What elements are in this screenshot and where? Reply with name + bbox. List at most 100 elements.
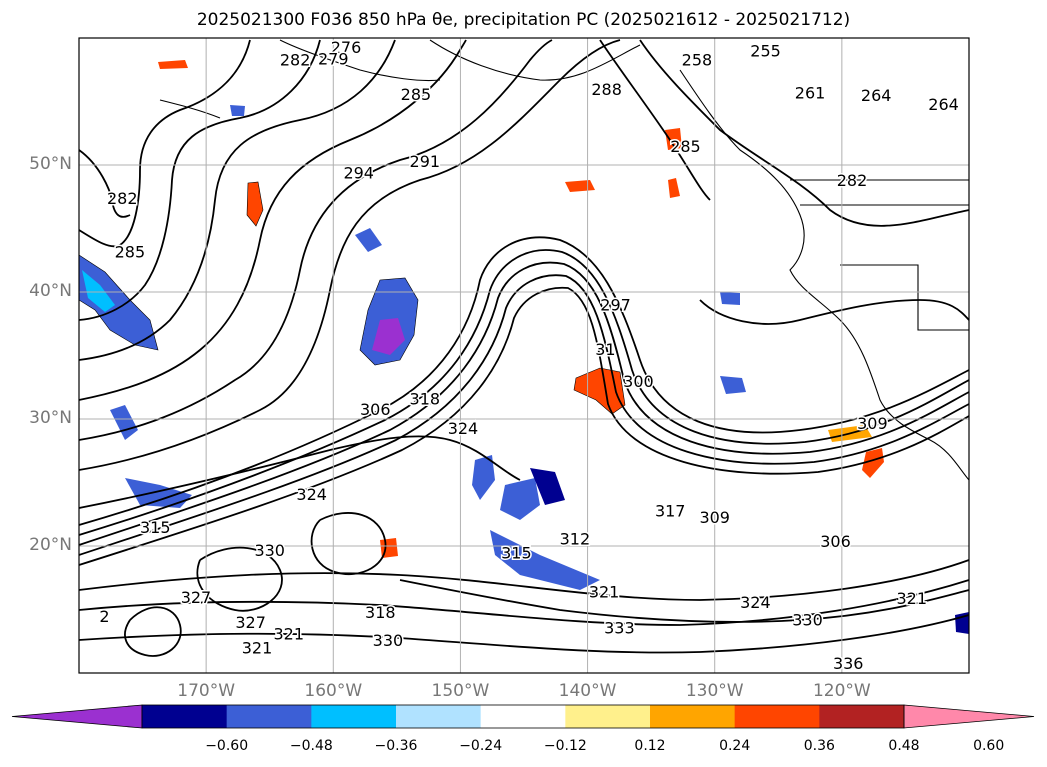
precip-shading [78,60,969,634]
precip-west-core [82,270,115,312]
colorbar-bin [396,705,482,728]
contour-label: 309 [699,508,730,527]
contour-label: 261 [795,84,826,103]
contour-label: 300 [623,372,654,391]
colorbar-extend-high [903,704,1035,729]
contour-label: 312 [560,529,591,548]
colorbar-tick-label: 0.48 [888,738,920,754]
precip-neg-7 [472,455,495,500]
precip-central-core [372,318,405,355]
contour-label: 333 [604,618,635,637]
contour-label: 321 [897,589,928,608]
contour-label: 336 [833,654,864,673]
colorbar-bin [311,705,397,728]
latitude-label: 50°N [29,154,72,174]
theta-e-contours [78,39,970,657]
colorbar-tick-label: 0.24 [719,738,751,754]
colorbar-bin [480,705,566,728]
contour-label: 255 [750,42,781,61]
contour-label: 285 [115,242,146,261]
contour-label: 315 [140,518,171,537]
colorbar-tick-label: −0.48 [289,738,333,754]
precip-neg-4 [500,478,540,520]
contour-label: 321 [589,583,620,602]
precip-neg-5 [530,468,565,505]
figure-title: 2025021300 F036 850 hPa θe, precipitatio… [196,10,851,30]
coastline [159,39,970,481]
longitude-label: 150°W [431,681,490,701]
colorbar-frame [141,704,905,729]
contour-label: 297 [600,296,631,315]
colorbar-bin [650,705,736,728]
contour-label: 279 [318,49,349,68]
colorbar-tick-label: 0.36 [803,738,835,754]
precip-neg-8 [720,376,746,394]
precip-pos-2 [246,181,264,227]
colorbar-bin [226,705,312,728]
contour-label: 276 [331,38,362,57]
colorbar-tick-label: −0.60 [205,738,249,754]
longitude-label: 120°W [812,681,871,701]
contour-label: 318 [365,603,396,622]
contour-label: 285 [401,85,432,104]
contour-label: 315 [501,543,532,562]
contour-label: 2 [99,607,109,626]
contour-label: 317 [655,501,686,520]
contour-label: 318 [410,390,441,409]
precip-neg-6 [490,530,600,590]
contour-label: 291 [410,152,441,171]
contour-label: 327 [181,588,212,607]
precip-west-blob [78,254,159,351]
contour-label: 282 [107,189,138,208]
colorbar-bin [565,705,651,728]
precip-pos-5 [668,178,680,198]
precip-neg-9 [230,105,245,116]
precip-neg-3 [110,405,138,440]
latitude-label: 20°N [29,535,72,555]
contour-label: 264 [861,86,892,105]
contour-label: 294 [343,164,374,183]
colorbar-extend-low [11,704,143,729]
colorbar-tick-label: −0.24 [459,738,503,754]
latitude-label: 40°N [29,281,72,301]
colorbar-bin [142,705,228,728]
precip-neg-1 [355,228,382,252]
colorbar-bin [819,705,905,728]
precip-pos-6 [158,60,188,69]
contour-label: 31 [595,340,615,359]
contour-label: 309 [857,414,888,433]
graticule [79,38,969,673]
colorbar [11,704,1035,729]
precip-pos-1 [573,367,626,415]
contour-label: 324 [296,485,327,504]
longitude-label: 170°W [177,681,236,701]
precip-pos-7 [862,448,884,478]
contour-label: 306 [360,400,391,419]
precip-neg-2 [125,478,192,508]
contour-label: 321 [274,625,305,644]
precip-neg-10 [720,292,740,305]
contour-label: 306 [820,532,851,551]
contour-label: 324 [740,593,771,612]
contour-label: 327 [235,613,266,632]
longitude-label: 140°W [558,681,617,701]
colorbar-tick-label: 0.12 [634,738,666,754]
longitude-label: 130°W [685,681,744,701]
contour-label: 264 [928,95,959,114]
colorbar-bin [734,705,820,728]
contour-label: 324 [448,419,479,438]
contour-label: 330 [373,631,404,650]
contour-label: 288 [591,80,622,99]
map-frame [78,37,970,674]
contour-label: 330 [792,611,823,630]
contour-label: 330 [254,541,285,560]
contour-label: 285 [670,137,701,156]
colorbar-tick-label: 0.60 [973,738,1005,754]
colorbar-tick-label: −0.12 [543,738,587,754]
longitude-label: 160°W [304,681,363,701]
contour-label: 282 [280,51,311,70]
precip-pos-4 [565,180,595,192]
contour-label: 282 [837,171,868,190]
